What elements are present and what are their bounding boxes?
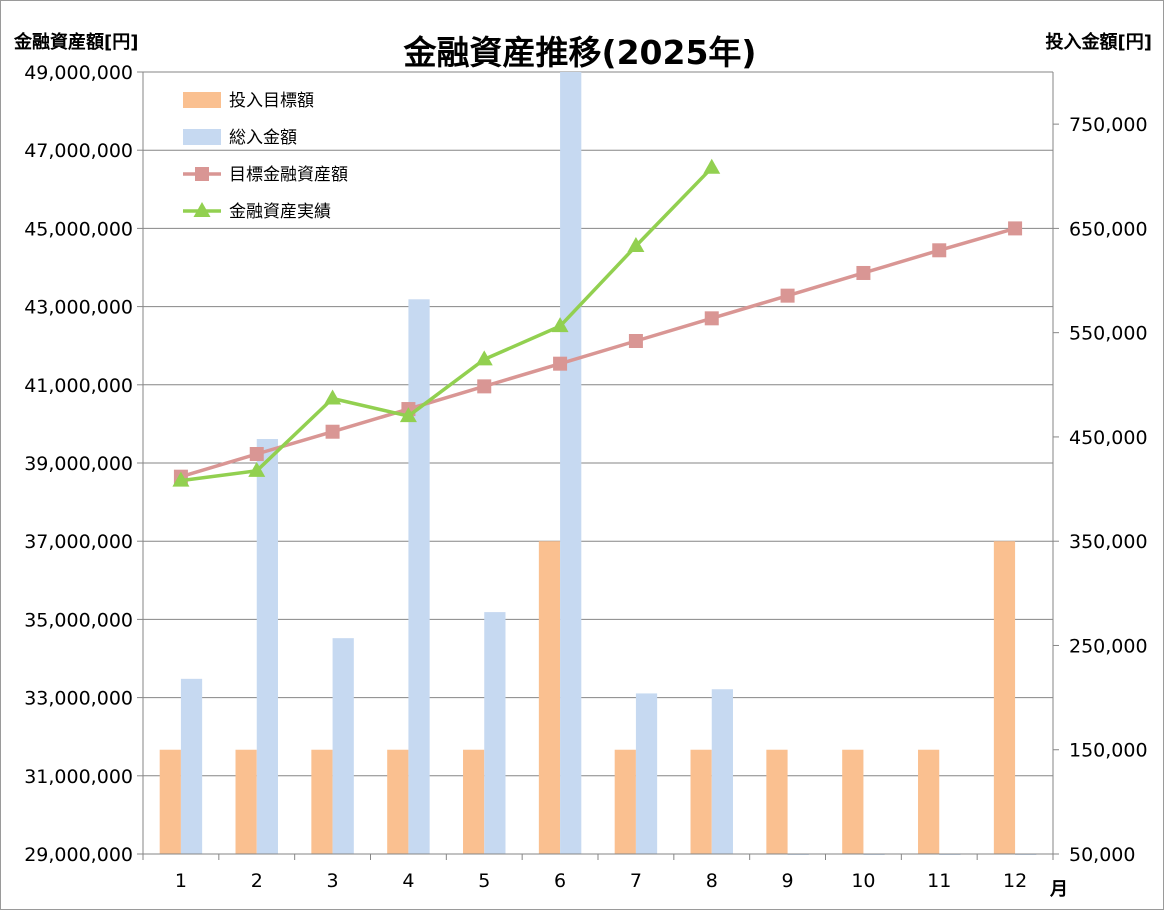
legend-label-actual-assets: 金融資産実績 (229, 202, 331, 222)
marker-actual-assets (324, 389, 342, 405)
y-tick-label-right: 250,000 (1069, 635, 1148, 657)
y-tick-label-right: 750,000 (1069, 114, 1148, 136)
legend-marker-actual-assets (193, 202, 211, 217)
x-tick-label: 10 (851, 870, 875, 892)
y-tick-label-left: 41,000,000 (24, 375, 133, 397)
x-tick-label: 1 (175, 870, 187, 892)
bar-total-deposit (332, 638, 354, 854)
bar-series (159, 72, 1037, 855)
bar-target-investment (463, 749, 485, 854)
marker-target-assets (325, 424, 340, 439)
x-tick-label: 9 (782, 870, 794, 892)
x-tick-label: 11 (927, 870, 951, 892)
bar-target-investment (311, 749, 333, 854)
y-axis-right-label: 投入金額[円] (1046, 31, 1152, 53)
y-tick-label-right: 350,000 (1069, 531, 1148, 553)
x-tick-label: 2 (251, 870, 263, 892)
bar-target-investment (159, 749, 181, 854)
y-axis-left-label: 金融資産額[円] (13, 31, 138, 53)
bar-target-investment (993, 541, 1016, 854)
marker-target-assets (704, 311, 719, 326)
bar-target-investment (918, 749, 940, 854)
line-series (172, 158, 1023, 487)
bar-total-deposit (711, 689, 733, 854)
marker-actual-assets (399, 407, 417, 423)
bar-total-deposit (180, 678, 203, 854)
x-axis-label: 月 (1049, 879, 1068, 900)
marker-target-assets (477, 379, 492, 394)
legend-label-target-investment: 投入目標額 (229, 91, 314, 111)
x-tick-label: 3 (327, 870, 339, 892)
marker-actual-assets (551, 317, 569, 333)
bar-total-deposit (408, 299, 430, 854)
bar-target-investment (387, 749, 409, 854)
x-tick-label: 4 (402, 870, 414, 892)
y-tick-label-right: 650,000 (1069, 218, 1148, 240)
x-tick-label: 6 (554, 870, 566, 892)
marker-actual-assets (248, 461, 266, 477)
y-tick-label-left: 31,000,000 (24, 766, 133, 788)
line-actual-assets (180, 166, 714, 483)
x-tick-label: 12 (1003, 870, 1027, 892)
y-tick-label-left: 43,000,000 (24, 297, 133, 319)
y-tick-label-left: 35,000,000 (24, 609, 133, 631)
bar-target-investment (538, 541, 561, 854)
marker-target-assets (1008, 221, 1023, 236)
marker-target-assets (249, 447, 264, 462)
bar-target-investment (614, 749, 636, 854)
marker-actual-assets (627, 236, 645, 252)
bar-total-deposit (635, 693, 658, 854)
legend-marker-target-assets (195, 167, 209, 181)
y-tick-label-right: 50,000 (1069, 844, 1135, 866)
y-tick-label-left: 49,000,000 (24, 62, 133, 84)
marker-actual-assets (172, 471, 190, 487)
bar-total-deposit (484, 612, 506, 854)
y-tick-label-left: 47,000,000 (24, 140, 133, 162)
bar-target-investment (842, 749, 864, 854)
legend-swatch-target-investment (183, 92, 221, 108)
chart-title: 金融資産推移(2025年) (402, 33, 756, 72)
x-tick-label: 5 (478, 870, 490, 892)
y-tick-label-left: 45,000,000 (24, 218, 133, 240)
legend-label-target-assets: 目標金融資産額 (229, 165, 348, 185)
line-target-assets (180, 226, 1016, 479)
x-tick-label: 8 (706, 870, 718, 892)
marker-actual-assets (475, 350, 493, 366)
bar-target-investment (766, 749, 788, 854)
y-tick-label-left: 29,000,000 (24, 844, 133, 866)
marker-target-assets (932, 243, 947, 258)
y-tick-label-right: 550,000 (1069, 323, 1148, 345)
x-tick-label: 7 (630, 870, 642, 892)
y-tick-label-right: 450,000 (1069, 427, 1148, 449)
y-tick-label-left: 37,000,000 (24, 531, 133, 553)
marker-target-assets (856, 265, 871, 280)
bar-total-deposit (256, 439, 278, 854)
y-tick-label-left: 33,000,000 (24, 688, 133, 710)
y-tick-label-left: 39,000,000 (24, 453, 133, 475)
marker-target-assets (780, 288, 795, 303)
marker-actual-assets (703, 158, 721, 174)
bar-target-investment (235, 749, 257, 854)
legend-swatch-total-deposit (183, 129, 221, 145)
legend-label-total-deposit: 総入金額 (229, 128, 297, 148)
bar-target-investment (690, 749, 712, 854)
axes: 29,000,000 31,000,000 33,000,000 35,000,000… (24, 62, 1147, 892)
y-tick-label-right: 150,000 (1069, 740, 1148, 762)
marker-target-assets (553, 356, 568, 371)
bar-total-deposit (560, 72, 582, 854)
marker-target-assets (628, 334, 643, 349)
